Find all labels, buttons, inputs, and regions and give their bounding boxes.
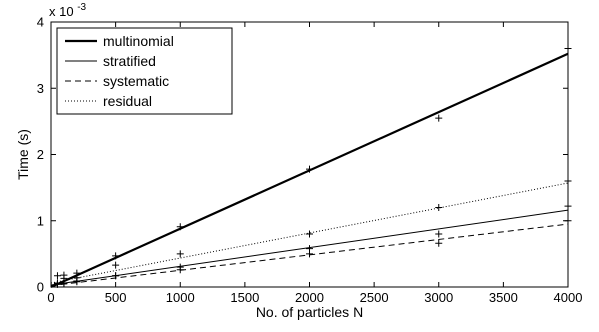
data-point-multinomial bbox=[176, 223, 184, 231]
x-tick-label: 0 bbox=[47, 290, 54, 305]
data-point-stratified bbox=[435, 230, 443, 238]
x-axis-label: No. of particles N bbox=[256, 304, 363, 320]
x-tick-label: 2000 bbox=[295, 290, 324, 305]
legend-label-residual: residual bbox=[103, 93, 152, 109]
x-tick-label: 4000 bbox=[554, 290, 583, 305]
y-multiplier-base: x 10 bbox=[49, 4, 74, 19]
data-point-residual bbox=[435, 204, 443, 211]
legend: multinomial stratified systematic residual bbox=[56, 27, 233, 115]
data-point-residual bbox=[176, 250, 184, 258]
data-point-multinomial bbox=[306, 165, 313, 173]
x-tick-label: 1500 bbox=[230, 290, 259, 305]
x-tick-label: 3500 bbox=[489, 290, 518, 305]
y-axis-label: Time (s) bbox=[15, 129, 31, 180]
data-point-systematic bbox=[112, 272, 120, 280]
x-tick-label: 1000 bbox=[166, 290, 195, 305]
data-point-systematic bbox=[435, 239, 443, 247]
plot-markers bbox=[53, 45, 572, 288]
x-axis: 0 500 1000 1500 2000 2500 3000 3500 4000 bbox=[47, 22, 582, 305]
legend-box bbox=[56, 27, 233, 115]
data-point-residual bbox=[53, 272, 61, 280]
data-point-systematic bbox=[60, 280, 68, 288]
y-tick-label: 1 bbox=[37, 213, 44, 228]
x-tick-label: 3000 bbox=[424, 290, 453, 305]
data-point-systematic bbox=[306, 250, 313, 258]
data-point-residual bbox=[306, 230, 313, 238]
data-point-multinomial bbox=[112, 252, 120, 260]
y-tick-label: 4 bbox=[37, 15, 44, 30]
y-tick-label: 3 bbox=[37, 81, 44, 96]
data-point-residual bbox=[73, 274, 81, 282]
y-tick-label: 0 bbox=[37, 280, 44, 295]
x-tick-label: 500 bbox=[105, 290, 127, 305]
legend-label-stratified: stratified bbox=[103, 53, 156, 69]
data-point-residual bbox=[112, 261, 120, 269]
series-line-residual bbox=[50, 182, 569, 284]
y-multiplier-exponent: -3 bbox=[77, 2, 86, 13]
legend-label-multinomial: multinomial bbox=[103, 33, 174, 49]
y-tick-label: 2 bbox=[37, 147, 44, 162]
y-multiplier-label: x 10 -3 bbox=[49, 2, 87, 19]
data-point-residual bbox=[60, 271, 68, 279]
data-point-systematic bbox=[176, 266, 184, 274]
y-axis: 0 1 2 3 4 bbox=[37, 15, 568, 295]
legend-label-systematic: systematic bbox=[103, 73, 169, 89]
data-point-multinomial bbox=[435, 114, 443, 122]
x-tick-label: 2500 bbox=[360, 290, 389, 305]
